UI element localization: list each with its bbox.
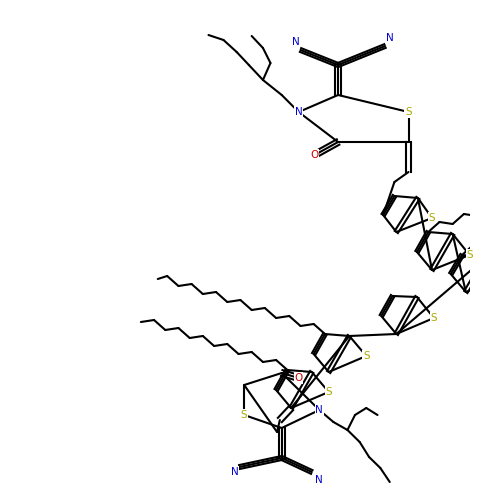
Text: S: S — [405, 107, 412, 117]
Text: S: S — [499, 273, 500, 283]
Text: N: N — [386, 33, 394, 43]
Text: S: S — [326, 387, 332, 397]
Text: S: S — [466, 250, 473, 260]
Text: N: N — [231, 467, 238, 477]
Text: N: N — [295, 107, 302, 117]
Text: O: O — [310, 150, 318, 160]
Text: S: S — [430, 313, 437, 323]
Text: O: O — [294, 373, 303, 383]
Text: N: N — [316, 405, 323, 415]
Text: S: S — [363, 351, 370, 361]
Text: N: N — [316, 475, 323, 485]
Text: S: S — [241, 410, 248, 420]
Text: N: N — [292, 37, 300, 47]
Text: S: S — [428, 213, 436, 223]
